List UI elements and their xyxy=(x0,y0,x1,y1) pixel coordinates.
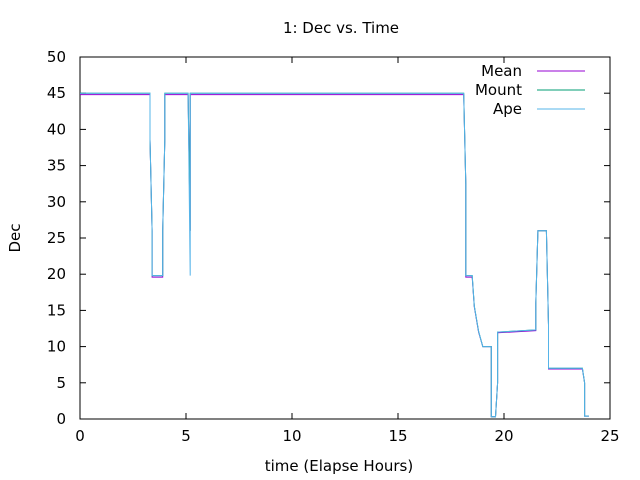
y-tick-label: 35 xyxy=(47,157,66,175)
y-tick-label: 5 xyxy=(56,374,66,392)
x-tick-label: 0 xyxy=(75,427,85,445)
y-tick-label: 50 xyxy=(47,48,66,66)
series-line-ape xyxy=(80,92,589,418)
y-tick-label: 25 xyxy=(47,229,66,247)
series-layer xyxy=(80,92,589,418)
legend-label-mount: Mount xyxy=(475,81,522,99)
y-tick-label: 30 xyxy=(47,193,66,211)
y-axis-label: Dec xyxy=(6,223,24,252)
x-tick-label: 15 xyxy=(388,427,407,445)
y-tick-label: 0 xyxy=(56,410,66,428)
y-tick-label: 20 xyxy=(47,265,66,283)
chart-title: 1: Dec vs. Time xyxy=(283,19,399,37)
series-line-mount xyxy=(80,92,589,418)
y-tick-label: 40 xyxy=(47,120,66,138)
axis-ticks: 0 5 10 15 20 25 0 5 10 15 20 25 30 35 40 45 50 xyxy=(47,48,620,445)
legend-label-mean: Mean xyxy=(481,62,522,80)
x-tick-label: 25 xyxy=(600,427,619,445)
y-tick-label: 15 xyxy=(47,301,66,319)
y-tick-label: 10 xyxy=(47,338,66,356)
x-tick-label: 5 xyxy=(181,427,191,445)
series-line-mean xyxy=(80,94,589,418)
x-axis-label: time (Elapse Hours) xyxy=(265,457,413,475)
x-tick-label: 10 xyxy=(282,427,301,445)
y-tick-label: 45 xyxy=(47,84,66,102)
x-tick-label: 20 xyxy=(494,427,513,445)
plot-frame xyxy=(79,56,611,420)
legend-label-ape: Ape xyxy=(493,100,522,118)
